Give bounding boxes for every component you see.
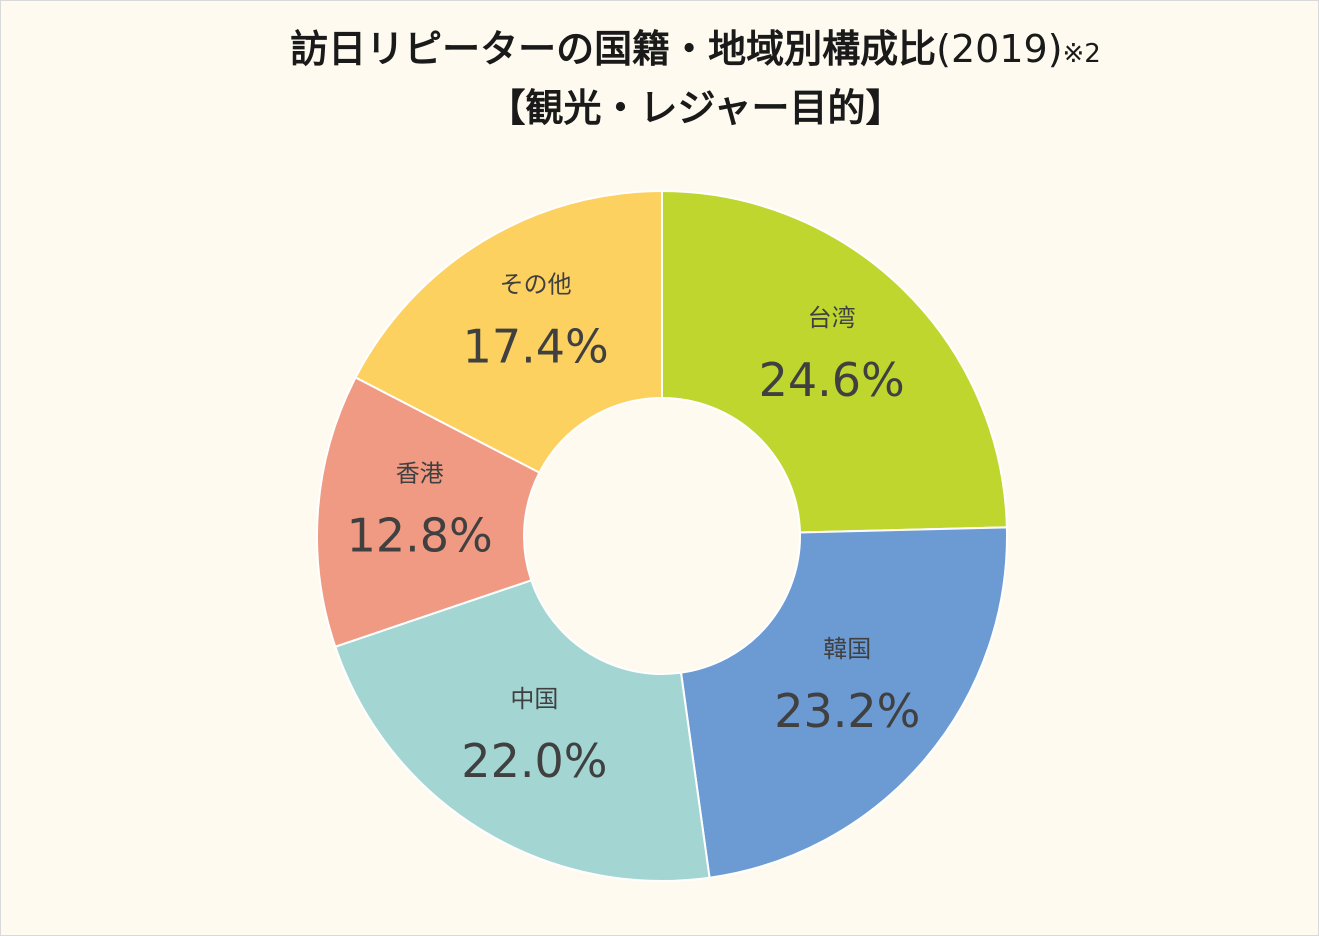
title-sub: 【観光・レジャー目的】 xyxy=(487,86,904,130)
slice-category-label: その他 xyxy=(500,270,572,298)
slice-韓国 xyxy=(679,526,1008,879)
slice-value-label: 24.6% xyxy=(759,353,905,407)
chart-title: 訪日リピーターの国籍・地域別構成比(2019)※2 【観光・レジャー目的】 xyxy=(0,22,1319,135)
donut-slices xyxy=(316,189,1008,882)
slice-台湾 xyxy=(661,189,1008,534)
slice-category-label: 韓国 xyxy=(823,635,871,663)
slice-category-label: 中国 xyxy=(510,685,558,713)
slice-value-label: 23.2% xyxy=(774,684,920,738)
donut-labels: 台湾 24.6% 韓国 23.2% 中国 22.0% 香港 12.8% その他 17.4% xyxy=(347,270,921,787)
slice-中国 xyxy=(333,579,711,882)
slice-category-label: 台湾 xyxy=(808,304,856,332)
title-year: (2019) xyxy=(936,27,1063,71)
title-note: ※2 xyxy=(1062,39,1101,69)
slice-category-label: 香港 xyxy=(396,460,444,488)
slice-その他 xyxy=(354,189,663,474)
slice-value-label: 12.8% xyxy=(347,509,493,563)
title-main-line: 訪日リピーターの国籍・地域別構成比(2019)※2 xyxy=(0,22,1319,81)
slice-value-label: 22.0% xyxy=(461,734,607,788)
title-main: 訪日リピーターの国籍・地域別構成比 xyxy=(290,27,937,71)
slice-value-label: 17.4% xyxy=(463,319,609,373)
